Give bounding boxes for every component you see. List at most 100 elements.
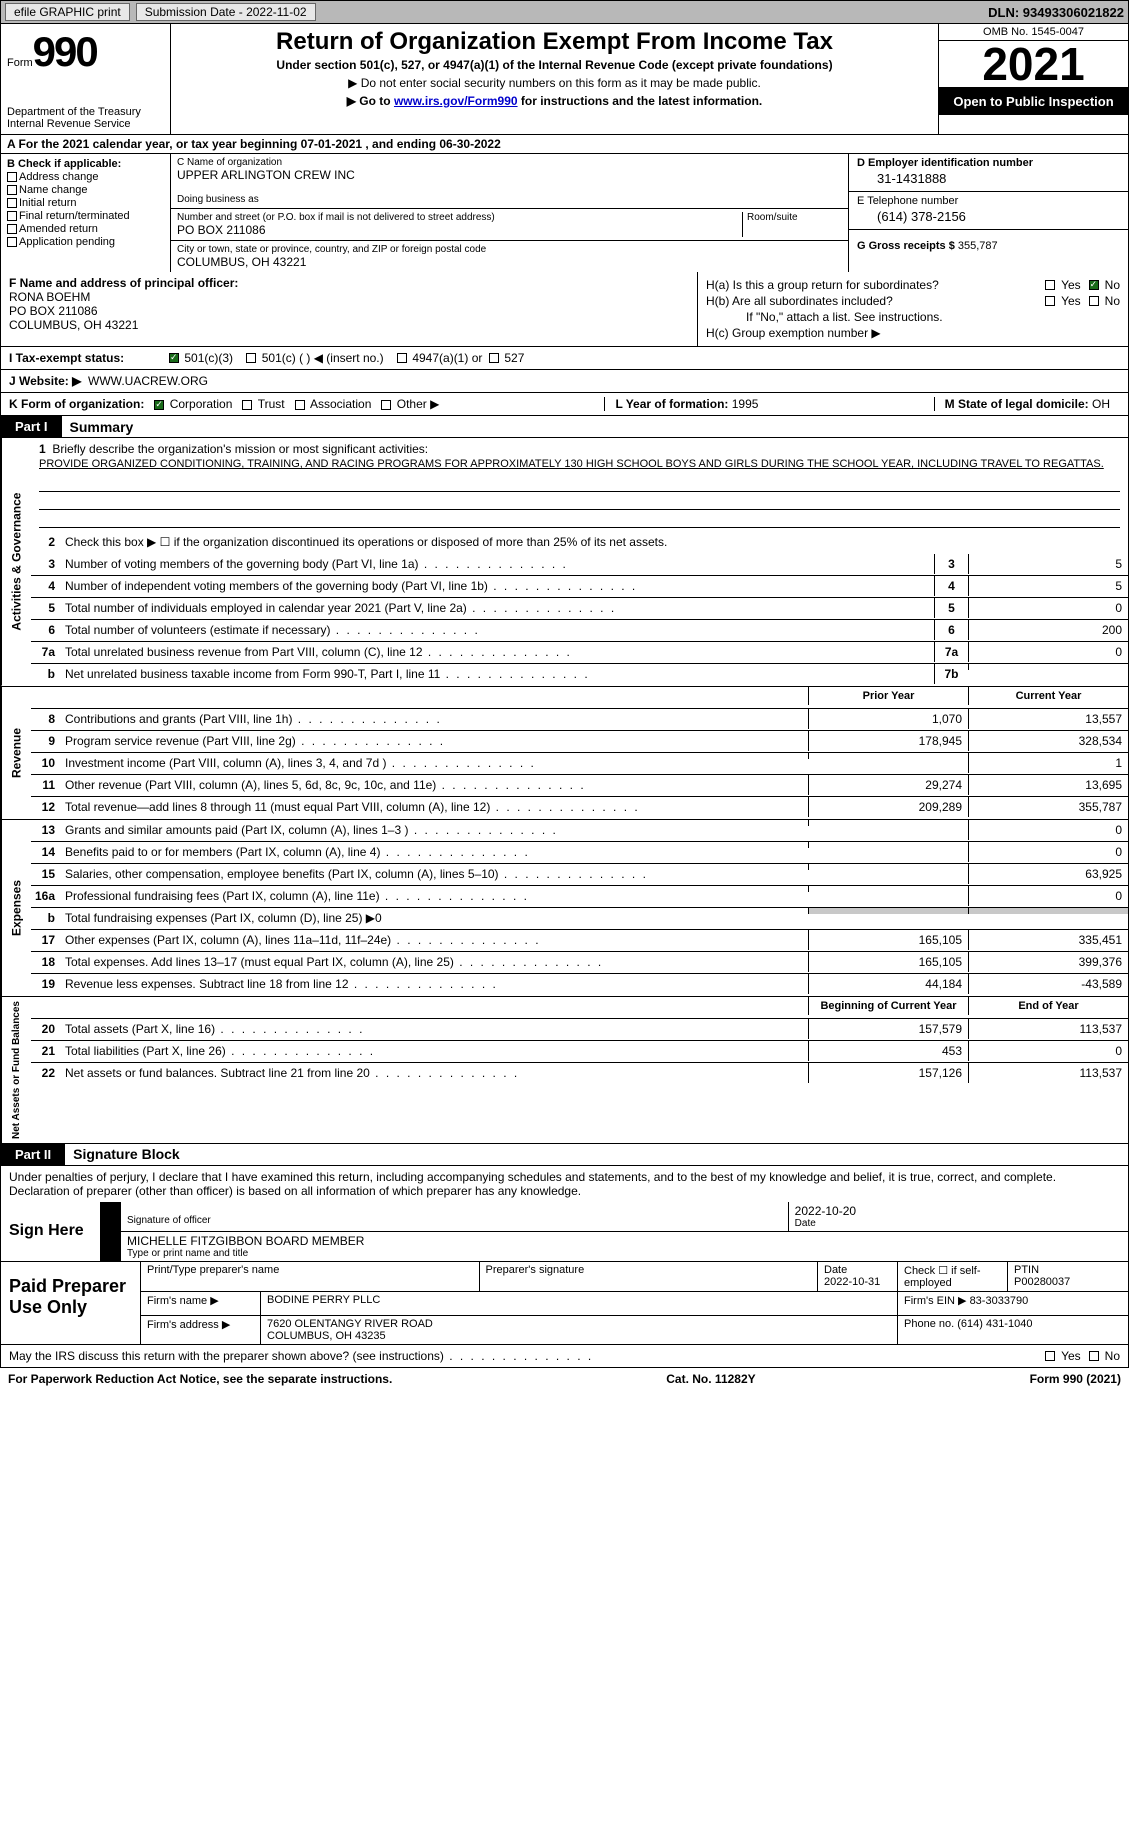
- chk-address-change[interactable]: Address change: [7, 171, 164, 183]
- ein-box: D Employer identification number 31-1431…: [849, 154, 1128, 192]
- part-2-tab: Part II: [1, 1144, 65, 1165]
- h-c-line: H(c) Group exemption number ▶: [706, 326, 1120, 340]
- website-value: WWW.UACREW.ORG: [88, 374, 208, 388]
- tel-value: (614) 378-2156: [857, 207, 1120, 226]
- net-header-row: Beginning of Current Year End of Year: [31, 997, 1128, 1019]
- discuss-label: May the IRS discuss this return with the…: [9, 1349, 1037, 1363]
- h-a-no[interactable]: [1089, 280, 1099, 290]
- vside-governance: Activities & Governance: [1, 438, 31, 686]
- chk-other[interactable]: [381, 400, 391, 410]
- sign-here-label: Sign Here: [1, 1202, 101, 1261]
- m-value: OH: [1092, 397, 1110, 411]
- exp-line-17: 17 Other expenses (Part IX, column (A), …: [31, 930, 1128, 952]
- dba-label: Doing business as: [177, 194, 842, 205]
- chk-501c[interactable]: [246, 353, 256, 363]
- h-a-label: H(a) Is this a group return for subordin…: [706, 278, 1037, 292]
- firm-name-value: BODINE PERRY PLLC: [261, 1292, 898, 1315]
- tel-label: E Telephone number: [857, 195, 1120, 207]
- firm-city-value: COLUMBUS, OH 43235: [267, 1330, 386, 1342]
- line-2: 2 Check this box ▶ ☐ if the organization…: [31, 532, 1128, 554]
- h-a-yes[interactable]: [1045, 280, 1055, 290]
- chk-4947[interactable]: [397, 353, 407, 363]
- submission-date-button[interactable]: Submission Date - 2022-11-02: [136, 3, 316, 21]
- top-bar: efile GRAPHIC print Submission Date - 20…: [0, 0, 1129, 24]
- prep-self-emp[interactable]: Check ☐ if self-employed: [898, 1262, 1008, 1291]
- exp-line-16a: 16a Professional fundraising fees (Part …: [31, 886, 1128, 908]
- net-line-21: 21 Total liabilities (Part X, line 26) 4…: [31, 1041, 1128, 1063]
- form-title: Return of Organization Exempt From Incom…: [175, 28, 934, 56]
- footer-row: For Paperwork Reduction Act Notice, see …: [0, 1368, 1129, 1390]
- gross-box: G Gross receipts $ 355,787: [849, 230, 1128, 255]
- city-value: COLUMBUS, OH 43221: [177, 255, 842, 269]
- ptin-value: P00280037: [1014, 1276, 1070, 1288]
- sig-arrow-icon: [101, 1202, 121, 1231]
- chk-501c3[interactable]: [169, 353, 179, 363]
- summary-net-assets: Net Assets or Fund Balances Beginning of…: [0, 997, 1129, 1144]
- paid-preparer-block: Paid Preparer Use Only Print/Type prepar…: [0, 1262, 1129, 1345]
- sig-officer-label: Signature of officer: [127, 1215, 211, 1226]
- prep-name-label: Print/Type preparer's name: [141, 1262, 480, 1291]
- chk-application-pending[interactable]: Application pending: [7, 236, 164, 248]
- chk-final-return[interactable]: Final return/terminated: [7, 210, 164, 222]
- h-b-label: H(b) Are all subordinates included?: [706, 294, 1037, 308]
- efile-print-button[interactable]: efile GRAPHIC print: [5, 3, 130, 21]
- prep-date-label: Date: [824, 1264, 847, 1276]
- chk-assoc[interactable]: [295, 400, 305, 410]
- section-bcd: B Check if applicable: Address change Na…: [0, 154, 1129, 272]
- rev-line-9: 9 Program service revenue (Part VIII, li…: [31, 731, 1128, 753]
- firm-addr-label: Firm's address ▶: [141, 1316, 261, 1344]
- hdr-prior: Prior Year: [808, 687, 968, 705]
- chk-corp[interactable]: [154, 400, 164, 410]
- part-1-header: Part I Summary: [0, 416, 1129, 438]
- open-public-badge: Open to Public Inspection: [939, 88, 1128, 115]
- addr-label: Number and street (or P.O. box if mail i…: [177, 212, 742, 223]
- prep-sig-label: Preparer's signature: [480, 1262, 819, 1291]
- col-f-officer: F Name and address of principal officer:…: [1, 272, 698, 346]
- gov-line-6: 6 Total number of volunteers (estimate i…: [31, 620, 1128, 642]
- addr-box: Number and street (or P.O. box if mail i…: [171, 209, 848, 241]
- h-b-no[interactable]: [1089, 296, 1099, 306]
- chk-amended-return[interactable]: Amended return: [7, 223, 164, 235]
- gross-value: 355,787: [958, 240, 998, 252]
- h-b-note: If "No," attach a list. See instructions…: [706, 310, 1120, 324]
- sig-date-label: Date: [795, 1218, 816, 1229]
- chk-name-change[interactable]: Name change: [7, 184, 164, 196]
- officer-addr2: COLUMBUS, OH 43221: [9, 318, 689, 332]
- k-label: K Form of organization:: [9, 397, 144, 411]
- discuss-yes[interactable]: [1045, 1351, 1055, 1361]
- h-b-yes[interactable]: [1045, 296, 1055, 306]
- header-left: Form990 Department of the TreasuryIntern…: [1, 24, 171, 134]
- vside-net-assets: Net Assets or Fund Balances: [1, 997, 31, 1143]
- chk-trust[interactable]: [242, 400, 252, 410]
- org-name: UPPER ARLINGTON CREW INC: [177, 168, 842, 182]
- gov-line-5: 5 Total number of individuals employed i…: [31, 598, 1128, 620]
- row-a-tax-year: A For the 2021 calendar year, or tax yea…: [0, 135, 1129, 154]
- sign-here-block: Sign Here Signature of officer 2022-10-2…: [0, 1202, 1129, 1262]
- col-c-org-info: C Name of organization UPPER ARLINGTON C…: [171, 154, 848, 272]
- city-box: City or town, state or province, country…: [171, 241, 848, 272]
- j-label: J Website: ▶: [9, 374, 81, 388]
- vside-expenses: Expenses: [1, 820, 31, 996]
- part-1-tab: Part I: [1, 416, 62, 437]
- prep-date-value: 2022-10-31: [824, 1276, 880, 1288]
- l-value: 1995: [732, 397, 759, 411]
- form-prefix: Form: [7, 57, 33, 69]
- h-b-line: H(b) Are all subordinates included? Yes …: [706, 294, 1120, 308]
- i-label: I Tax-exempt status:: [9, 351, 169, 365]
- note-goto: ▶ Go to www.irs.gov/Form990 for instruct…: [175, 94, 934, 108]
- summary-revenue: Revenue Prior Year Current Year 8 Contri…: [0, 687, 1129, 820]
- exp-line-15: 15 Salaries, other compensation, employe…: [31, 864, 1128, 886]
- officer-addr1: PO BOX 211086: [9, 304, 689, 318]
- irs-link[interactable]: www.irs.gov/Form990: [394, 94, 518, 108]
- room-label: Room/suite: [747, 212, 842, 223]
- goto-post: for instructions and the latest informat…: [518, 94, 763, 108]
- firm-addr-value: 7620 OLENTANGY RIVER ROAD: [267, 1318, 433, 1330]
- chk-initial-return[interactable]: Initial return: [7, 197, 164, 209]
- hdr-begin: Beginning of Current Year: [808, 997, 968, 1015]
- l-label: L Year of formation:: [615, 397, 728, 411]
- gov-line-7a: 7a Total unrelated business revenue from…: [31, 642, 1128, 664]
- discuss-no[interactable]: [1089, 1351, 1099, 1361]
- chk-527[interactable]: [489, 353, 499, 363]
- form-footer: Form 990 (2021): [1030, 1372, 1121, 1386]
- form-header: Form990 Department of the TreasuryIntern…: [0, 24, 1129, 135]
